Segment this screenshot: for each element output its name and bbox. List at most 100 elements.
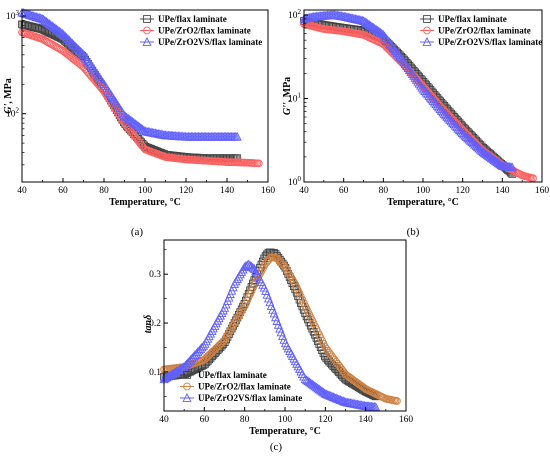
panel-c-xlabel: Temperature, °C (249, 426, 321, 437)
panel-c: 40 60 80 100 120 140 160 0.1 0.2 0.3 UPe/flax lam… (143, 239, 414, 453)
panel-c-point (212, 344, 221, 353)
panel-b-legend-label: UPe/flax laminate (438, 14, 507, 24)
panel-c-point (203, 352, 212, 361)
panel-b-ytick-label: 102 (288, 8, 302, 21)
panel-a-xtick-label: 120 (179, 186, 194, 196)
panel-c-legend-item: UPe/ZrO2VS/flax laminate (180, 393, 302, 403)
panel-b-legend-item: UPe/ZrO2VS/flax laminate (420, 37, 542, 47)
panel-c-point (190, 350, 200, 360)
panel-c-point (220, 338, 229, 347)
panel-a-ylabel-symbol: G' (3, 104, 14, 114)
panel-b-axes: 40 60 80 100 120 140 160 100 101 102 (288, 8, 549, 196)
panel-c-point (216, 340, 225, 348)
panel-c-point (196, 362, 205, 371)
panel-a-xtick-label: 100 (138, 186, 153, 196)
panel-c-point (176, 363, 186, 373)
panel-a-point (69, 39, 79, 49)
panel-c-axes: 40 60 80 100 120 140 160 0.1 0.2 0.3 (149, 249, 414, 425)
panel-a-point (64, 35, 74, 45)
panel-b-point (425, 92, 435, 102)
panel-c-point (321, 342, 329, 351)
panel-a-marks (17, 7, 263, 168)
panel-a-point (59, 29, 69, 39)
panel-c-point (260, 261, 269, 270)
panel-c-xtick-label: 100 (278, 415, 293, 425)
panel-c-point (182, 359, 192, 369)
panel-c-point (187, 353, 197, 363)
panel-b-legend-marker (423, 15, 431, 23)
panel-a-legend-item: UPe/ZrO2/flax laminate (140, 26, 251, 36)
panel-c-point (280, 261, 288, 270)
panel-c-legend-item: UPe/ZrO2/flax laminate (180, 382, 291, 392)
panel-c-legend-marker (182, 393, 192, 402)
panel-b-point (418, 84, 428, 94)
panel-b-point (431, 99, 441, 109)
panel-b-xtick-label: 120 (456, 186, 471, 196)
panel-b-series-2 (299, 10, 517, 172)
panel-c-point (179, 362, 189, 372)
panel-a-point (74, 45, 84, 55)
panel-a-point (76, 47, 86, 57)
panel-b-legend-marker (423, 26, 431, 35)
panel-a-legend-item: UPe/flax laminate (140, 14, 227, 24)
panel-b-legend-label: UPe/ZrO2VS/flax laminate (438, 37, 542, 47)
panel-a: 40 60 80 100 120 140 160 102 103 UPe/flax lamina… (3, 7, 276, 238)
panel-b-ytick-label: 100 (288, 175, 302, 188)
panel-a-legend-label: UPe/ZrO2VS/flax laminate (158, 37, 262, 47)
panel-a-point (254, 159, 263, 168)
panel-c-legend-marker (183, 371, 191, 379)
panel-c-point (205, 351, 214, 359)
panel-c-legend: UPe/flax laminate UPe/ZrO2/flax laminateU… (180, 370, 302, 403)
panel-b-xtick-label: 60 (339, 186, 349, 196)
panel-c-point (248, 262, 258, 272)
panel-a-point (66, 37, 76, 46)
panel-c-xtick-label: 60 (200, 415, 210, 425)
panel-b-point (435, 104, 445, 114)
panel-a-legend: UPe/flax laminate UPe/ZrO2/flax laminateU… (140, 14, 262, 47)
panel-c-caption: (c) (270, 441, 283, 453)
panel-c-legend-marker (183, 382, 191, 391)
panel-c-point (183, 357, 193, 367)
panel-a-legend-marker (142, 37, 152, 46)
panel-b-point (424, 91, 434, 100)
panel-b-xtick-label: 140 (495, 186, 510, 196)
panel-c-point (218, 338, 226, 347)
panel-a-legend-label: UPe/ZrO2/flax laminate (158, 26, 251, 36)
panel-c-series-2 (159, 259, 381, 411)
panel-b-ytick-label: 101 (288, 92, 302, 105)
panel-c-point (184, 356, 194, 366)
panel-b-ylabel-symbol: G'' (282, 102, 293, 115)
panel-b-legend-marker (422, 37, 432, 46)
panel-b-legend-label: UPe/ZrO2/flax laminate (438, 26, 531, 36)
panel-a-legend-label: UPe/flax laminate (158, 14, 227, 24)
panel-b-point (427, 94, 437, 104)
panel-b-point (432, 100, 442, 110)
panel-c-ytick-label: 0.1 (149, 368, 161, 378)
panel-c-legend-item: UPe/flax laminate (180, 370, 267, 380)
panel-a-legend-marker (143, 26, 151, 35)
panel-a-xtick-label: 160 (261, 186, 276, 196)
panel-c-xtick-label: 80 (240, 415, 250, 425)
panel-c-ytick-label: 0.3 (149, 270, 161, 280)
panel-a-legend-item: UPe/ZrO2VS/flax laminate (140, 37, 262, 47)
panel-c-ylabel: tanδ (143, 315, 154, 333)
panel-a-series-2 (17, 7, 242, 141)
panel-c-marks (159, 248, 401, 411)
panel-b-xtick-label: 80 (379, 186, 389, 196)
panel-c-point (393, 397, 401, 405)
panel-b: 40 60 80 100 120 140 160 100 101 102 UPe/flax lam… (282, 8, 549, 238)
panel-a-point (61, 32, 72, 42)
panel-b-xtick-label: 40 (299, 186, 309, 196)
panel-b-caption: (b) (407, 226, 420, 238)
panel-a-point (63, 34, 73, 44)
panel-b-legend-item: UPe/ZrO2/flax laminate (420, 26, 531, 36)
panel-c-legend-label: UPe/ZrO2/flax laminate (198, 382, 291, 392)
panel-b-xlabel: Temperature, °C (387, 197, 459, 208)
panel-c-xtick-label: 140 (359, 415, 374, 425)
panel-a-point (71, 42, 82, 52)
panel-c-point (239, 262, 250, 272)
panel-b-point (434, 102, 444, 112)
panel-c-xtick-label: 160 (399, 415, 414, 425)
panel-c-legend-label: UPe/ZrO2VS/flax laminate (198, 393, 302, 403)
